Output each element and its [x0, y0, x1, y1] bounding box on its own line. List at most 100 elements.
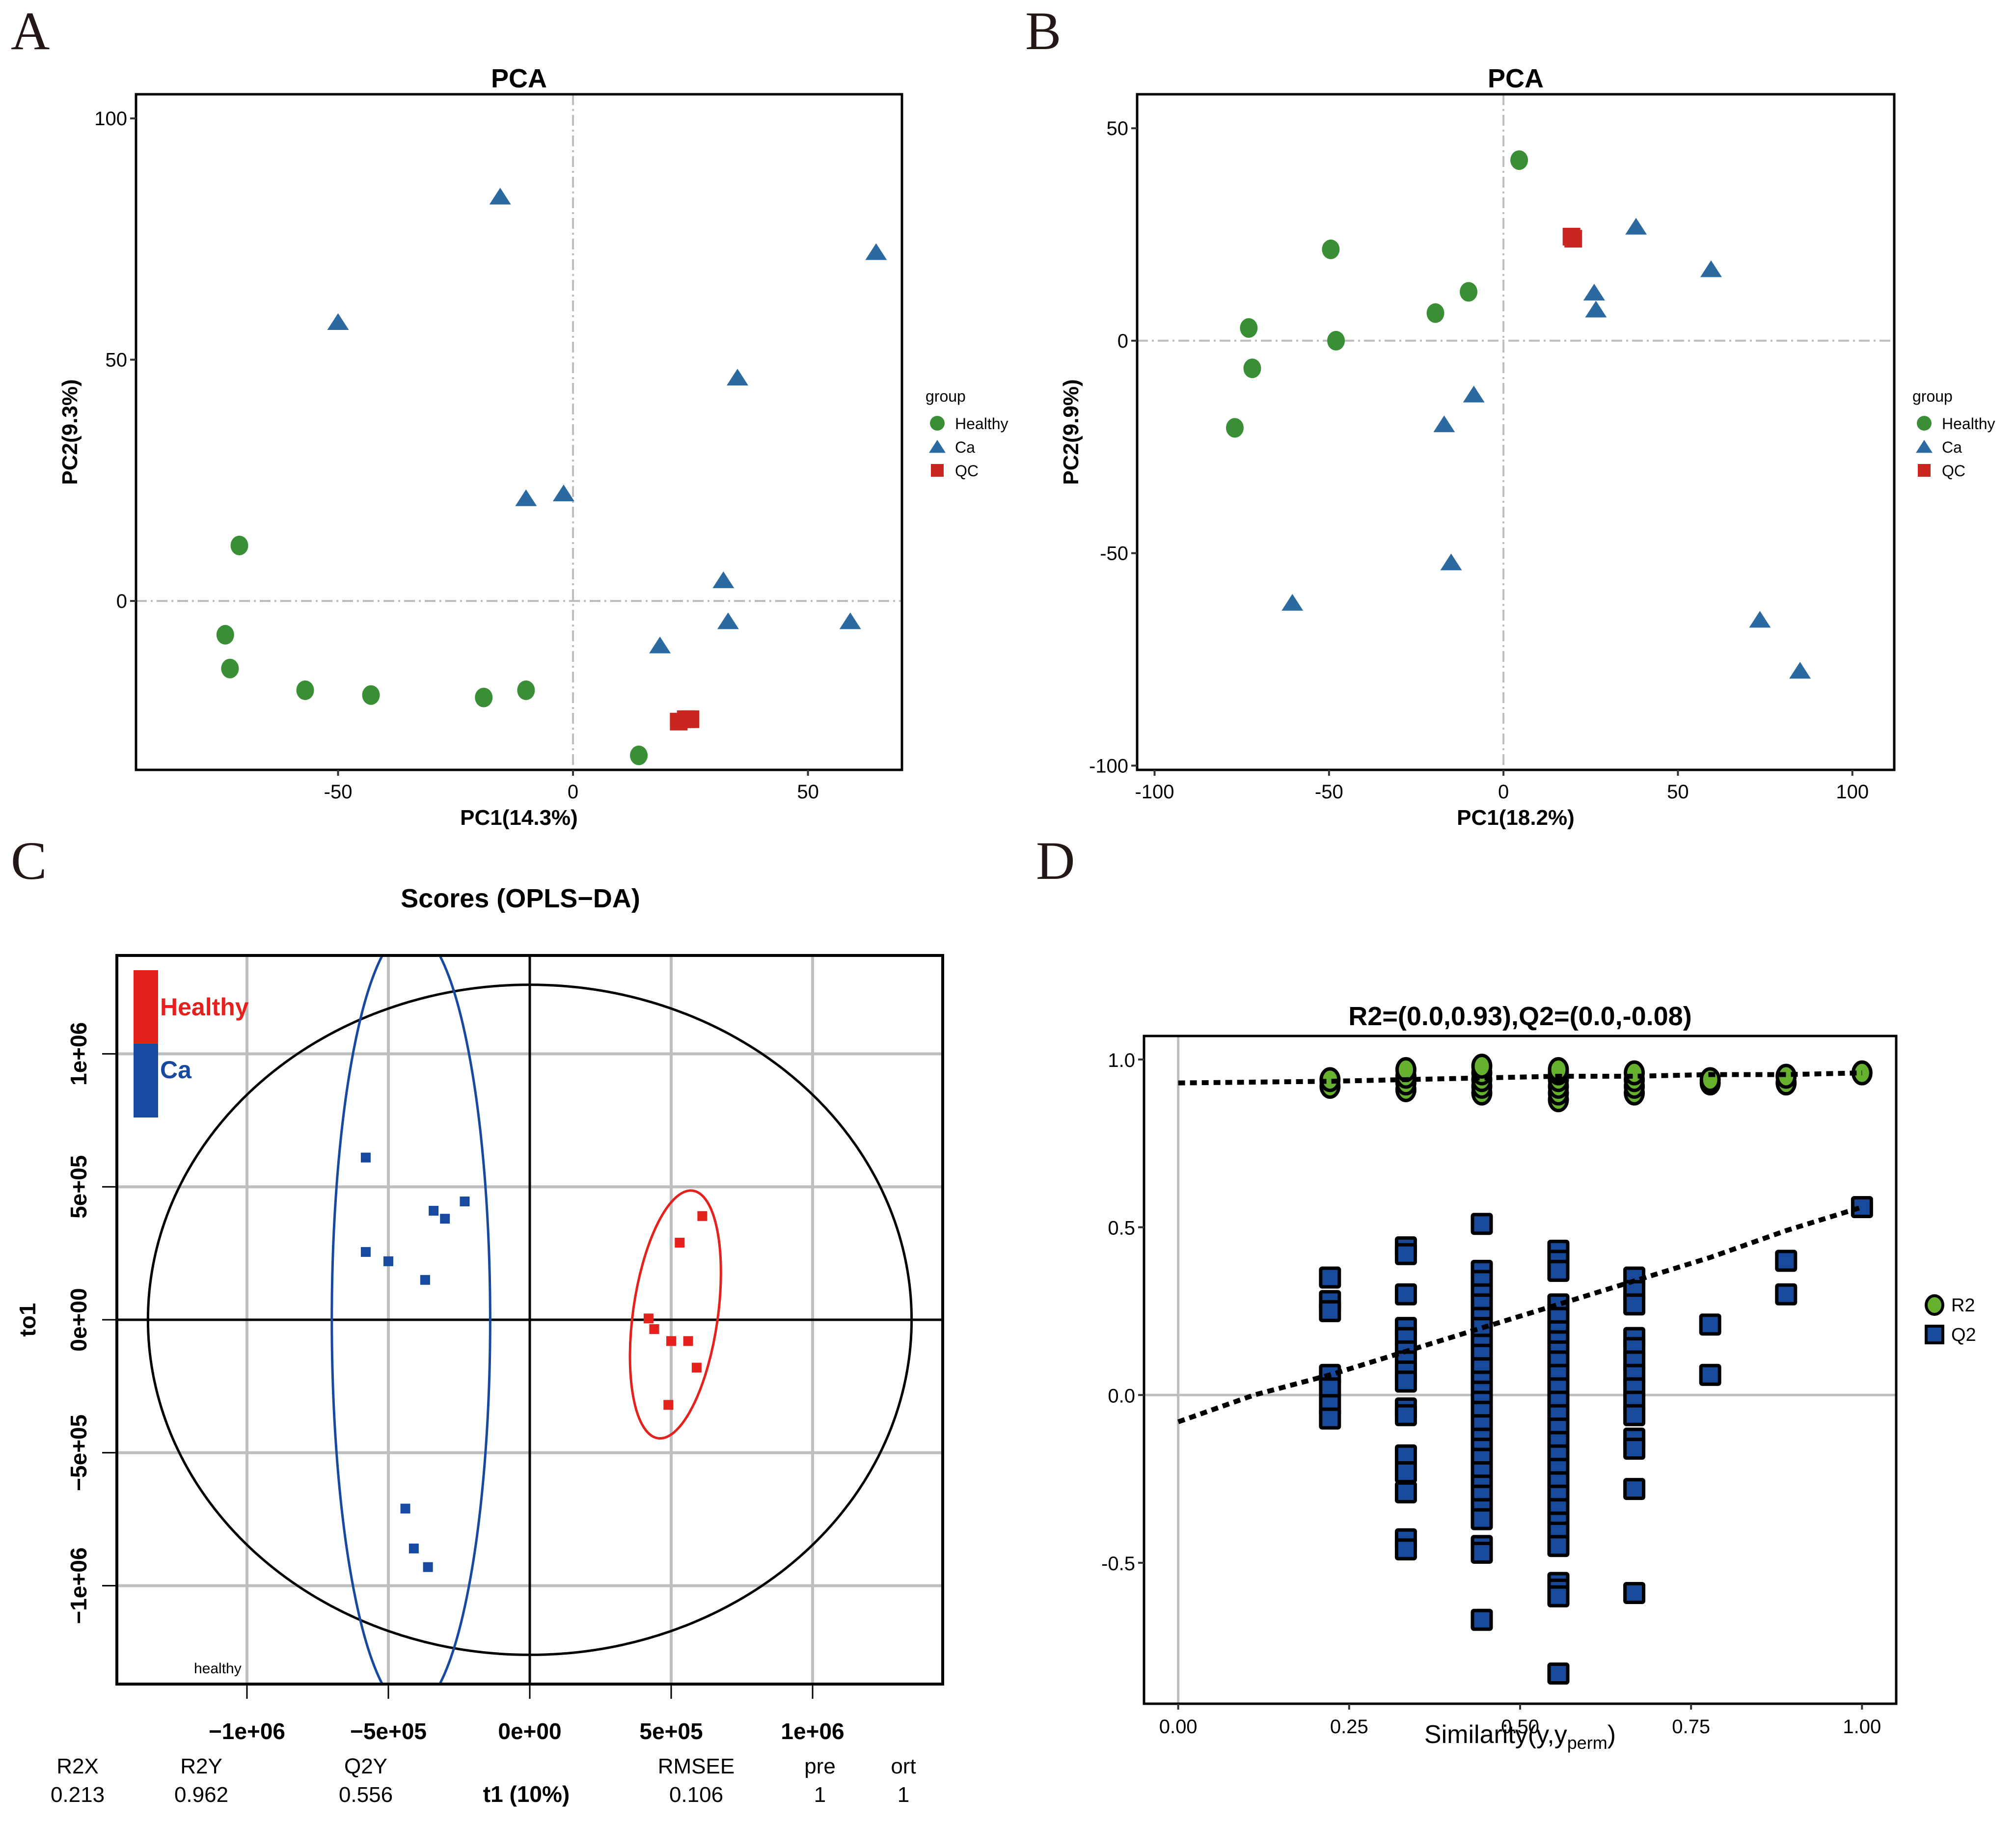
y-tick-label: −5e+05: [66, 1415, 91, 1491]
panel-b-pca: B PCA -100 -50 0 50 100 -100 -50 0 50 PC1(18.2%) PC2…: [1025, 1, 1995, 830]
chart-title: R2=(0.0,0.93),Q2=(0.0,-0.08): [1348, 1002, 1691, 1031]
legend-marker-healthy: [1917, 416, 1932, 431]
plot-frame: [1143, 1035, 1898, 1705]
data-point-q2: [1394, 1283, 1417, 1306]
legend: group Healthy Ca QC: [1912, 387, 1995, 480]
x-axis-label: PC1(18.2%): [1457, 806, 1575, 830]
stat-value-pre: 1: [814, 1783, 826, 1807]
data-point-ca: [515, 489, 537, 506]
x-tick-label: −1e+06: [209, 1718, 285, 1744]
legend-marker-ca: [929, 439, 946, 453]
data-point-qc: [681, 710, 700, 728]
legend-marker-qc: [931, 464, 944, 477]
y-tick-label: 1e+06: [66, 1022, 91, 1086]
trend-line-q2: [1177, 1204, 1863, 1424]
stat-header-pre: pre: [804, 1754, 836, 1778]
data-point-r2: [1395, 1057, 1417, 1082]
data-point-q2: [1394, 1404, 1417, 1426]
x-tick-label: -50: [324, 781, 353, 803]
data-point-q2: [1623, 1438, 1646, 1460]
data-point-q2: [1623, 1581, 1646, 1604]
data-point-qc: [1564, 230, 1582, 248]
data-point-q2: [1851, 1196, 1873, 1219]
legend-label-ca: Ca: [1942, 438, 1962, 456]
y-tick-label: 5e+05: [66, 1155, 91, 1219]
x-tick-label: −5e+05: [350, 1718, 427, 1744]
chart-title: PCA: [491, 64, 547, 93]
legend-swatch-ca: [134, 1044, 158, 1117]
data-point-healthy: [221, 658, 239, 679]
data-point-healthy: [517, 680, 535, 700]
y-axis-label: PC2(9.9%): [1059, 379, 1083, 485]
legend-label-ca: Ca: [160, 1056, 192, 1084]
data-point-ca: [360, 1152, 371, 1163]
data-point-ca: [839, 612, 861, 629]
x-axis-label: PC1(14.3%): [460, 806, 578, 830]
data-point-q2: [1471, 1608, 1493, 1631]
x-tick-label: 1.00: [1843, 1716, 1881, 1738]
data-point-healthy: [1327, 330, 1345, 351]
ellipse-group: [146, 955, 913, 1684]
y-tick-label: 50: [1107, 118, 1129, 139]
y-tick-label: -100: [1089, 755, 1128, 777]
data-point-r2: [1624, 1060, 1645, 1086]
data-point-healthy: [216, 625, 234, 645]
legend-label-qc: QC: [1942, 462, 1965, 480]
x-tick-label: 5e+05: [639, 1718, 703, 1744]
data-point-ca: [865, 243, 887, 260]
data-point-q2: [1775, 1283, 1798, 1306]
annotation-healthy: healthy: [194, 1661, 242, 1677]
data-point-healthy: [630, 745, 648, 765]
data-point-ca: [489, 188, 511, 205]
x-tick-label: 0: [1498, 781, 1509, 803]
data-point-healthy: [1460, 282, 1478, 302]
x-axis-label: t1 (10%): [483, 1781, 570, 1807]
stat-header-ort: ort: [891, 1754, 916, 1778]
data-point-healthy: [697, 1211, 708, 1221]
legend-marker-r2: [1925, 1294, 1944, 1316]
x-tick-label: 0.50: [1501, 1716, 1539, 1738]
legend-label-qc: QC: [955, 462, 979, 480]
data-point-healthy: [663, 1400, 674, 1410]
plot-frame: [135, 93, 903, 771]
data-point-ca: [409, 1543, 419, 1553]
y-tick-label: -50: [1100, 543, 1128, 565]
x-axis-label-subscript: perm: [1567, 1733, 1607, 1753]
panel-label: C: [11, 831, 47, 891]
data-point-q2: [1319, 1407, 1341, 1430]
data-point-ca: [423, 1562, 433, 1572]
stat-header-q2y: Q2Y: [344, 1754, 387, 1778]
y-tick-label: 1.0: [1108, 1050, 1135, 1071]
data-point-healthy: [1226, 418, 1244, 438]
stat-value-q2y: 0.556: [339, 1783, 393, 1807]
chart-title: Scores (OPLS−DA): [401, 884, 640, 913]
panel-d-permutation-test: D R2=(0.0,0.93),Q2=(0.0,-0.08) 0.00 0.25 0.5…: [1036, 831, 1976, 1753]
data-point-healthy: [362, 685, 380, 705]
data-point-healthy: [691, 1362, 702, 1373]
chart-title: PCA: [1488, 64, 1544, 93]
panel-a-pca: A PCA -50 0 50 0 50 100 PC1(14.3%) PC2(9.3%) group…: [11, 1, 1008, 830]
data-point-q2: [1394, 1243, 1417, 1265]
stat-value-r2x: 0.213: [51, 1783, 105, 1807]
data-point-healthy: [683, 1336, 693, 1346]
stat-value-rmsee: 0.106: [669, 1783, 723, 1807]
y-tick-label: -0.5: [1101, 1553, 1135, 1575]
x-tick-label: -100: [1135, 781, 1174, 803]
data-point-r2: [1471, 1054, 1493, 1079]
y-tick-label: 0e+00: [66, 1288, 91, 1351]
data-point-healthy: [230, 535, 248, 555]
data-point-ca: [360, 1247, 371, 1257]
x-tick-label: 0.75: [1672, 1716, 1710, 1738]
panel-c-opls-da-scores: C Scores (OPLS−DA) Healthy Ca healthy −1e+06 −…: [11, 831, 944, 1807]
data-point-q2: [1319, 1300, 1341, 1322]
data-point-healthy: [475, 687, 493, 708]
data-point-healthy: [1240, 318, 1258, 338]
confidence-ellipse-healthy: [628, 1189, 722, 1440]
x-axis-label: Similarity(y,yperm): [1424, 1720, 1616, 1753]
x-tick-label: 0.25: [1330, 1716, 1368, 1738]
x-tick-label: 0e+00: [498, 1718, 561, 1744]
stat-value-r2y: 0.962: [174, 1783, 228, 1807]
legend-marker-ca: [1916, 439, 1933, 453]
data-point-ca: [1749, 611, 1771, 628]
data-point-ca: [552, 484, 574, 501]
